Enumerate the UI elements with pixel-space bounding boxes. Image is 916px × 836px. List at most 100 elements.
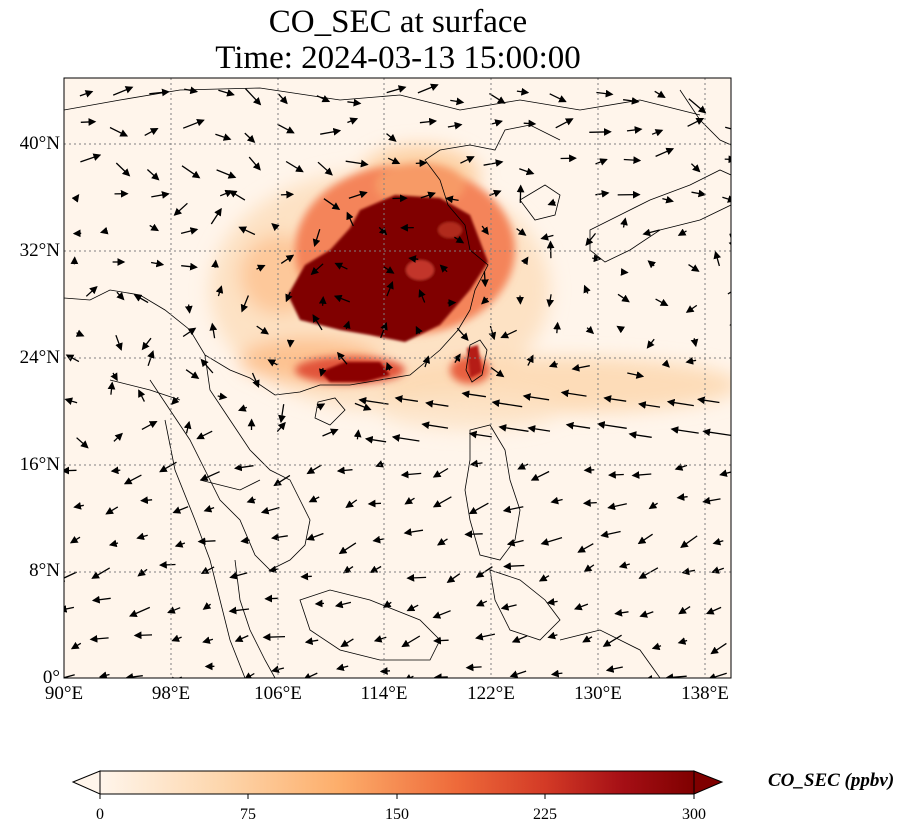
wind-arrow: [406, 604, 419, 612]
wind-arrow: [408, 255, 419, 263]
wind-arrow: [439, 264, 448, 273]
lat-tick-32: 32°N: [19, 240, 60, 261]
map-plot: [63, 77, 747, 679]
wind-arrow: [138, 389, 146, 402]
wind-arrow: [585, 232, 597, 247]
wind-arrow: [129, 606, 151, 617]
wind-arrow: [491, 119, 503, 127]
wind-arrow: [530, 470, 550, 481]
wind-arrow: [276, 123, 295, 134]
wind-arrow: [727, 286, 731, 295]
wind-arrow: [638, 567, 659, 579]
wind-arrow: [133, 294, 149, 304]
wind-arrow: [732, 100, 747, 109]
lon-tick-138: 138°E: [681, 683, 729, 704]
wind-arrow: [646, 338, 655, 349]
lat-tick-24: 24°N: [19, 347, 60, 368]
wind-arrow: [312, 314, 323, 331]
wind-arrow: [312, 229, 321, 248]
wind-arrow: [546, 294, 555, 308]
wind-arrow: [446, 573, 461, 583]
wind-arrow: [600, 530, 621, 539]
wind-arrow: [605, 665, 623, 673]
wind-arrow: [137, 568, 148, 577]
wind-arrow: [228, 190, 246, 201]
wind-arrow: [285, 160, 304, 173]
colorbar-tick-75: 75: [240, 806, 256, 823]
wind-arrow: [320, 127, 342, 136]
wind-arrow: [89, 634, 109, 643]
wind-arrow: [181, 262, 198, 271]
wind-arrow: [211, 259, 219, 268]
wind-arrow: [705, 606, 722, 615]
wind-arrow: [245, 88, 262, 106]
wind-arrow: [149, 223, 160, 232]
wind-arrow: [688, 264, 700, 272]
wind-arrow: [614, 608, 629, 617]
wind-arrow: [628, 431, 652, 439]
wind-arrow: [174, 540, 186, 548]
wind-arrow: [516, 87, 530, 96]
wind-vectors: [64, 83, 747, 678]
wind-arrow: [216, 169, 237, 179]
wind-arrow: [432, 467, 449, 478]
wind-arrow: [140, 496, 153, 505]
wind-arrow: [318, 367, 327, 377]
wind-arrow: [674, 463, 688, 471]
wind-arrow: [314, 599, 325, 608]
wind-arrow: [560, 389, 587, 398]
wind-arrow: [729, 319, 731, 329]
wind-arrow: [523, 119, 537, 128]
wind-arrow: [520, 256, 529, 266]
wind-arrow: [548, 360, 558, 368]
wind-arrow: [401, 635, 421, 648]
wind-arrow: [234, 463, 254, 472]
wind-arrow: [595, 158, 608, 166]
wind-arrow: [217, 392, 228, 401]
wind-arrow: [631, 471, 652, 479]
wind-arrow: [125, 673, 143, 678]
wind-arrow: [577, 543, 594, 553]
wind-arrow: [585, 325, 595, 335]
wind-arrow: [418, 289, 426, 303]
wind-arrow: [436, 538, 448, 546]
wind-arrow: [469, 459, 483, 468]
wind-arrow: [677, 228, 687, 236]
wind-arrow: [333, 294, 351, 303]
wind-arrow: [616, 325, 626, 334]
wind-arrow: [271, 533, 288, 542]
wind-arrow: [240, 536, 250, 545]
lon-tick-130: 130°E: [574, 683, 622, 704]
wind-arrow: [251, 372, 260, 388]
wind-arrow: [433, 636, 449, 645]
wind-arrow: [527, 425, 551, 433]
wind-arrow: [387, 157, 401, 165]
wind-arrow: [509, 670, 527, 678]
wind-arrow: [538, 574, 550, 582]
wind-arrow: [73, 502, 84, 510]
lat-tick-40: 40°N: [19, 133, 60, 154]
wind-arrow: [547, 198, 557, 206]
wind-arrow: [550, 669, 563, 678]
wind-arrow: [732, 371, 740, 377]
wind-arrow: [136, 532, 148, 541]
wind-arrow: [722, 195, 731, 203]
wind-arrow: [639, 610, 654, 618]
wind-arrow: [618, 561, 630, 569]
wind-arrow: [688, 98, 707, 114]
wind-arrow: [710, 642, 727, 655]
wind-arrow: [549, 93, 567, 103]
wind-arrow: [394, 395, 418, 403]
wind-arrow: [676, 493, 688, 501]
wind-arrow: [218, 89, 235, 97]
wind-arrow: [603, 395, 627, 403]
wind-arrow: [475, 632, 496, 641]
wind-arrow: [522, 393, 550, 401]
wind-arrow: [141, 337, 152, 351]
wind-arrow: [151, 191, 170, 199]
wind-arrow: [256, 325, 269, 335]
wind-arrow: [553, 321, 561, 334]
colorbar-tick-150: 150: [385, 806, 409, 823]
wind-arrow: [546, 598, 558, 606]
wind-arrow: [202, 636, 214, 644]
